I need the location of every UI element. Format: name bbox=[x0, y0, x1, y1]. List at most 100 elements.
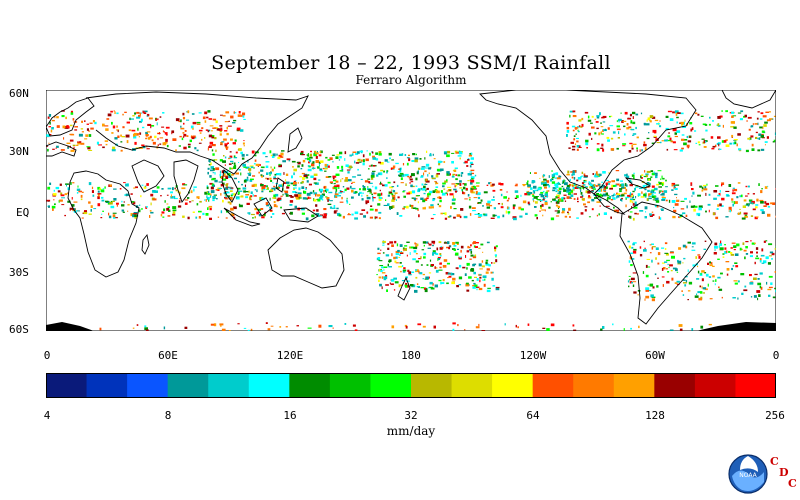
rain-cell bbox=[309, 156, 313, 159]
rain-cell bbox=[399, 153, 403, 156]
rain-cell bbox=[626, 127, 630, 130]
rain-cell bbox=[607, 183, 611, 185]
rain-cell bbox=[271, 168, 274, 172]
rain-cell bbox=[459, 264, 462, 268]
rain-cell bbox=[254, 154, 257, 157]
rain-cell bbox=[468, 199, 471, 201]
rain-cell bbox=[419, 272, 423, 275]
rain-cell bbox=[280, 195, 283, 197]
rain-cell bbox=[696, 293, 698, 296]
rain-cell bbox=[364, 180, 369, 183]
rain-cell bbox=[728, 251, 731, 253]
rain-cell bbox=[432, 153, 434, 156]
rain-cell bbox=[334, 193, 339, 196]
rain-cell bbox=[596, 148, 600, 152]
rain-cell bbox=[571, 184, 575, 187]
rain-cell bbox=[479, 268, 483, 270]
rain-cell bbox=[256, 211, 259, 215]
rain-cell bbox=[278, 163, 281, 166]
rain-cell bbox=[475, 192, 478, 195]
rain-cell bbox=[361, 159, 363, 162]
rain-cell bbox=[743, 289, 748, 292]
rain-cell bbox=[752, 193, 755, 195]
rain-cell bbox=[759, 272, 763, 275]
rain-cell bbox=[676, 130, 681, 133]
rain-cell bbox=[620, 112, 622, 114]
rain-cell bbox=[425, 163, 430, 167]
rain-cell bbox=[739, 211, 742, 215]
rain-cell bbox=[257, 208, 262, 211]
rain-cell bbox=[401, 280, 405, 282]
rain-cell bbox=[224, 194, 226, 197]
rain-cell bbox=[360, 161, 362, 163]
rain-cell bbox=[733, 245, 737, 248]
rain-cell bbox=[763, 124, 767, 127]
rain-cell bbox=[772, 296, 776, 299]
rain-cell bbox=[665, 253, 669, 256]
rain-cell bbox=[466, 289, 470, 292]
rain-cell bbox=[239, 204, 243, 208]
rain-cell bbox=[49, 121, 51, 125]
map-frame bbox=[46, 90, 776, 331]
rain-cell bbox=[596, 143, 600, 145]
rain-cell bbox=[502, 214, 505, 218]
rain-cell bbox=[237, 193, 240, 195]
rain-cell bbox=[320, 191, 322, 193]
rain-cell bbox=[455, 183, 460, 185]
rain-cell bbox=[132, 327, 135, 329]
rain-cell bbox=[182, 215, 185, 218]
rain-cell bbox=[231, 162, 234, 164]
rain-cell bbox=[389, 191, 392, 194]
rain-cell bbox=[227, 195, 230, 198]
rain-cell bbox=[508, 197, 510, 200]
rain-cell bbox=[66, 142, 71, 144]
rain-cell bbox=[625, 196, 630, 199]
rain-cell bbox=[596, 214, 598, 217]
rain-cell bbox=[120, 134, 122, 137]
rain-cell bbox=[270, 154, 273, 157]
rain-cell bbox=[445, 272, 449, 275]
rain-cell bbox=[92, 194, 95, 197]
rain-cell bbox=[208, 118, 213, 120]
lat-label-60s: 60S bbox=[9, 323, 29, 336]
rain-cell bbox=[284, 193, 288, 195]
rain-cell bbox=[371, 193, 373, 196]
madagascar-coast bbox=[141, 233, 150, 255]
rain-cell bbox=[596, 115, 600, 117]
rain-cell bbox=[602, 193, 607, 197]
rain-cell bbox=[455, 174, 457, 176]
rain-cell bbox=[440, 190, 443, 193]
rain-cell bbox=[760, 286, 763, 290]
rain-cell bbox=[417, 208, 419, 211]
rain-cell bbox=[661, 268, 664, 271]
rain-cell bbox=[641, 191, 643, 194]
rain-cell bbox=[162, 112, 165, 114]
rain-cell bbox=[391, 205, 395, 209]
rain-cell bbox=[191, 113, 195, 115]
rain-cell bbox=[483, 283, 486, 287]
rain-cell bbox=[315, 193, 317, 197]
rain-cell bbox=[761, 130, 765, 133]
rain-cell bbox=[537, 187, 541, 191]
rain-cell bbox=[506, 191, 508, 193]
rain-cell bbox=[375, 152, 378, 155]
rain-cell bbox=[86, 128, 89, 131]
rain-cell bbox=[341, 178, 344, 180]
rain-cell bbox=[247, 212, 250, 214]
rain-cell bbox=[114, 111, 116, 114]
rain-cell bbox=[216, 128, 220, 131]
rain-cell bbox=[454, 167, 458, 170]
rain-cell bbox=[651, 189, 655, 191]
rain-cell bbox=[67, 192, 69, 195]
rain-cell bbox=[581, 194, 584, 198]
rain-cell bbox=[456, 285, 459, 288]
rain-cell bbox=[717, 136, 721, 139]
rain-cell bbox=[470, 172, 474, 175]
rain-cell bbox=[152, 190, 156, 193]
rain-cell bbox=[491, 262, 493, 264]
rain-cell bbox=[465, 255, 467, 258]
rain-cell bbox=[700, 291, 703, 294]
rain-cell bbox=[378, 161, 381, 164]
rain-cell bbox=[338, 214, 342, 217]
rain-cell bbox=[272, 153, 276, 157]
